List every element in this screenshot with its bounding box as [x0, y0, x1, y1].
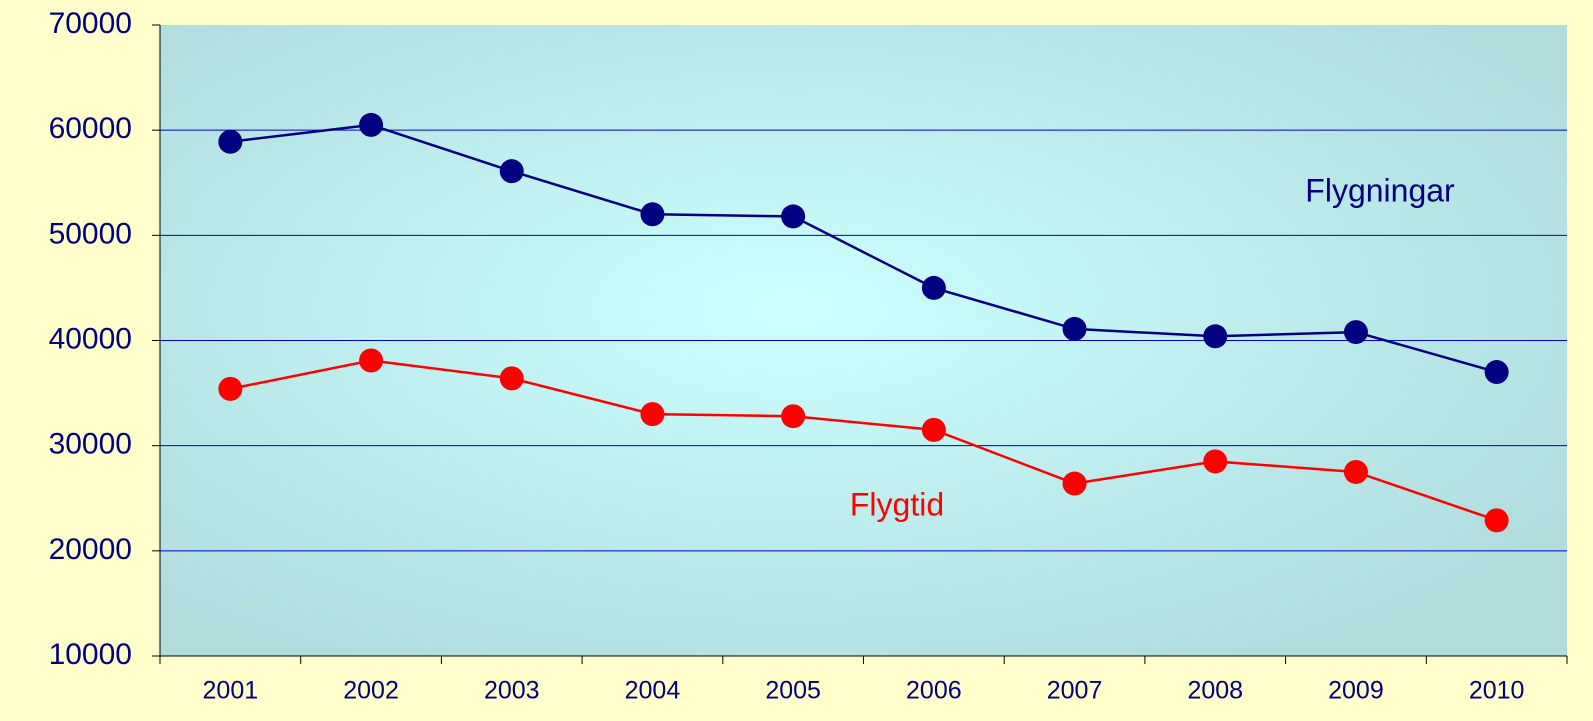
x-tick-label: 2010: [1469, 677, 1525, 705]
series-line: [230, 123, 1497, 374]
x-tick-label: 2002: [343, 677, 399, 705]
data-point: [1203, 449, 1228, 474]
data-point: [1484, 508, 1509, 533]
data-point: [781, 204, 806, 229]
y-tick-label: 30000: [49, 428, 132, 461]
y-tick-label: 10000: [49, 638, 132, 671]
data-point: [1343, 320, 1368, 345]
series-line: [230, 359, 1498, 522]
data-point: [1203, 324, 1228, 349]
y-tick-label: 40000: [49, 322, 132, 355]
data-point: [640, 202, 665, 227]
x-tick-label: 2005: [765, 677, 821, 705]
data-point: [359, 348, 384, 373]
x-tick-label: 2009: [1328, 677, 1384, 705]
data-point: [1062, 471, 1087, 496]
x-tick-label: 2008: [1187, 677, 1243, 705]
data-point: [1484, 360, 1509, 385]
series-label: Flygningar: [1305, 172, 1455, 208]
data-point: [499, 159, 524, 184]
x-tick-label: 2001: [203, 677, 259, 705]
series-label: Flygtid: [850, 486, 944, 522]
x-tick-label: 2007: [1047, 677, 1103, 705]
data-point: [781, 404, 806, 429]
y-tick-label: 20000: [49, 533, 132, 566]
y-tick-label: 60000: [49, 112, 132, 145]
y-tick-label: 70000: [49, 7, 132, 40]
data-point: [921, 417, 946, 442]
x-tick-label: 2003: [484, 677, 540, 705]
data-point: [921, 275, 946, 300]
data-point: [1343, 459, 1368, 484]
data-point: [1062, 316, 1087, 341]
data-point: [218, 376, 243, 401]
y-tick-label: 50000: [49, 217, 132, 250]
data-point: [640, 402, 665, 427]
data-point: [359, 112, 384, 137]
x-tick-label: 2004: [625, 677, 681, 705]
data-point: [218, 129, 243, 154]
x-tick-label: 2006: [906, 677, 962, 705]
data-point: [499, 366, 524, 391]
